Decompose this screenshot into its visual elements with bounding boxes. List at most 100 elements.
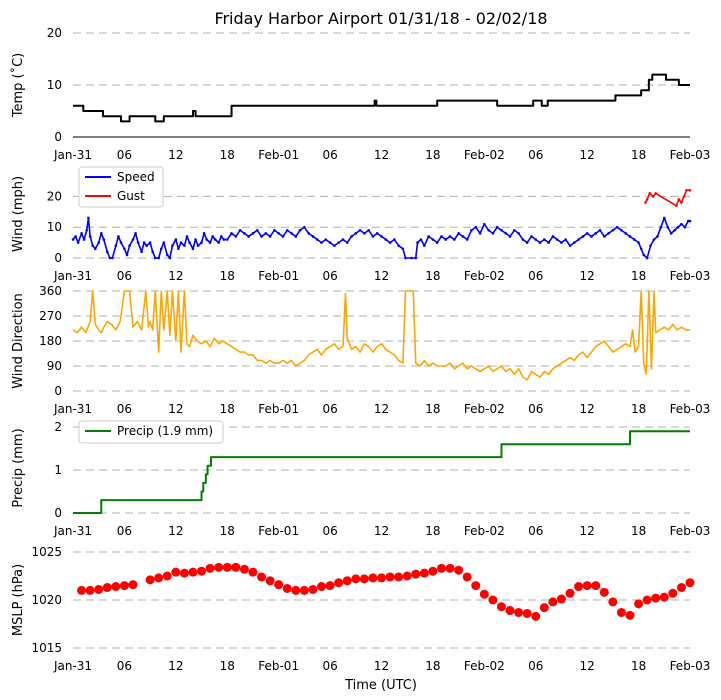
data-point-wind-0-19 — [123, 247, 126, 251]
data-point-wind-0-23 — [134, 232, 137, 235]
data-point-wind-0-158 — [656, 235, 659, 238]
data-point-wind-0-26 — [142, 241, 146, 244]
data-point-mslp-11 — [179, 568, 189, 578]
data-point-wind-0-89 — [371, 235, 375, 238]
data-point-wind-0-92 — [384, 238, 388, 241]
ytick-wind-20: 20 — [47, 189, 62, 203]
data-point-wind-0-115 — [478, 232, 482, 235]
data-point-mslp-38 — [411, 569, 421, 579]
xtick-precip-11: 18 — [631, 524, 646, 538]
data-point-mslp-68 — [668, 588, 678, 598]
data-point-wind-0-5 — [85, 228, 89, 232]
data-point-wind-0-65 — [268, 235, 272, 238]
data-point-wind-0-104 — [431, 238, 435, 241]
data-point-wind-0-18 — [119, 241, 123, 244]
data-point-wind-0-71 — [294, 235, 298, 238]
data-point-mslp-46 — [479, 589, 489, 599]
data-point-wind-0-145 — [607, 232, 610, 235]
xtick-dir-6: 12 — [374, 402, 389, 416]
data-point-mslp-25 — [299, 585, 309, 595]
data-point-wind-0-48 — [205, 238, 208, 241]
data-point-wind-0-131 — [547, 241, 550, 244]
data-point-wind-0-141 — [590, 235, 593, 238]
ytick-temp-20: 20 — [47, 26, 62, 40]
series-line-wind-1 — [644, 189, 690, 207]
data-point-wind-0-157 — [652, 238, 656, 241]
data-point-wind-0-58 — [238, 228, 242, 232]
data-point-wind-0-42 — [188, 241, 191, 244]
data-point-mslp-0 — [77, 585, 87, 595]
data-point-wind-0-81 — [337, 241, 340, 244]
data-point-mslp-63 — [625, 610, 635, 620]
data-point-wind-0-123 — [513, 228, 516, 232]
data-point-wind-0-155 — [645, 256, 649, 260]
xtick-temp-2: 12 — [168, 148, 183, 162]
data-point-wind-0-29 — [151, 250, 154, 254]
data-point-wind-0-28 — [148, 241, 152, 244]
ytick-wind-0: 0 — [54, 251, 62, 265]
data-point-wind-0-140 — [585, 232, 589, 235]
xtick-dir-11: 18 — [631, 402, 646, 416]
data-point-wind-0-137 — [573, 241, 576, 244]
data-point-wind-0-1 — [74, 235, 77, 238]
xtick-temp-1: 06 — [117, 148, 132, 162]
xtick-wind-0: Jan-31 — [53, 269, 92, 283]
xtick-wind-9: 06 — [528, 269, 543, 283]
data-point-wind-0-39 — [179, 241, 183, 244]
x-axis-label: Time (UTC) — [344, 678, 417, 693]
xtick-dir-0: Jan-31 — [53, 402, 92, 416]
data-point-wind-0-2 — [76, 241, 80, 244]
xtick-precip-1: 06 — [117, 524, 132, 538]
ylabel-mslp: MSLP (hPa) — [11, 564, 26, 636]
data-point-wind-0-108 — [448, 235, 452, 238]
data-point-mslp-1 — [85, 585, 95, 595]
data-point-mslp-27 — [317, 582, 327, 592]
data-point-mslp-8 — [154, 573, 164, 583]
data-point-mslp-5 — [119, 581, 129, 591]
data-point-wind-0-35 — [168, 256, 172, 260]
data-point-wind-0-101 — [419, 238, 423, 241]
data-point-wind-0-161 — [666, 225, 670, 229]
xtick-wind-8: Feb-02 — [464, 269, 505, 283]
xtick-wind-4: Feb-01 — [258, 269, 299, 283]
data-point-wind-0-134 — [560, 241, 563, 244]
data-point-wind-0-109 — [453, 238, 456, 241]
ytick-temp-0: 0 — [54, 130, 62, 144]
data-point-wind-0-53 — [219, 235, 223, 238]
data-point-wind-0-130 — [543, 238, 546, 241]
data-point-wind-0-72 — [298, 228, 302, 232]
data-point-wind-0-151 — [632, 238, 636, 241]
data-point-wind-0-153 — [639, 247, 643, 251]
data-point-wind-0-98 — [410, 256, 413, 260]
legend-label-wind-1: Gust — [117, 189, 145, 203]
data-point-mslp-33 — [368, 573, 378, 583]
data-point-wind-0-105 — [435, 241, 439, 244]
data-point-mslp-19 — [248, 567, 258, 577]
data-point-wind-0-148 — [620, 228, 623, 232]
data-point-mslp-37 — [402, 571, 412, 581]
data-point-wind-1-4 — [654, 192, 658, 195]
ylabel-dir: Wind Direction — [11, 293, 26, 389]
data-point-mslp-41 — [436, 563, 446, 573]
xtick-wind-11: 18 — [631, 269, 646, 283]
data-point-wind-0-125 — [521, 238, 525, 241]
xtick-dir-12: Feb-03 — [670, 402, 711, 416]
data-point-mslp-42 — [445, 563, 455, 573]
data-point-wind-0-22 — [131, 238, 135, 241]
xtick-precip-6: 12 — [374, 524, 389, 538]
data-point-wind-0-31 — [157, 256, 160, 260]
data-point-wind-0-129 — [538, 241, 542, 244]
data-point-mslp-66 — [651, 593, 661, 603]
data-point-wind-0-149 — [624, 232, 628, 235]
xtick-mslp-0: Jan-31 — [53, 659, 92, 673]
xtick-mslp-6: 12 — [374, 659, 389, 673]
data-point-wind-0-70 — [290, 232, 293, 235]
ytick-dir-180: 180 — [39, 334, 62, 348]
data-point-wind-0-11 — [99, 232, 103, 235]
data-point-mslp-30 — [342, 576, 352, 586]
xtick-temp-11: 18 — [631, 148, 646, 162]
xtick-mslp-9: 06 — [528, 659, 543, 673]
xtick-mslp-11: 18 — [631, 659, 646, 673]
